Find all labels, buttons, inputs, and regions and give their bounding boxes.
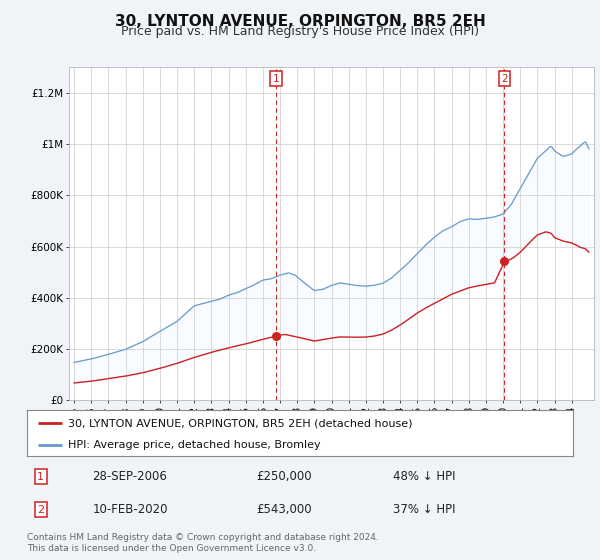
Text: Price paid vs. HM Land Registry's House Price Index (HPI): Price paid vs. HM Land Registry's House … (121, 25, 479, 38)
Text: 1: 1 (272, 74, 279, 84)
Text: 2: 2 (501, 74, 508, 84)
Text: 2: 2 (37, 505, 44, 515)
Text: 30, LYNTON AVENUE, ORPINGTON, BR5 2EH: 30, LYNTON AVENUE, ORPINGTON, BR5 2EH (115, 14, 485, 29)
Text: 1: 1 (37, 472, 44, 482)
Text: HPI: Average price, detached house, Bromley: HPI: Average price, detached house, Brom… (68, 440, 320, 450)
Text: 48% ↓ HPI: 48% ↓ HPI (393, 470, 455, 483)
Text: 30, LYNTON AVENUE, ORPINGTON, BR5 2EH (detached house): 30, LYNTON AVENUE, ORPINGTON, BR5 2EH (d… (68, 418, 412, 428)
Text: 37% ↓ HPI: 37% ↓ HPI (393, 503, 455, 516)
Text: Contains HM Land Registry data © Crown copyright and database right 2024.
This d: Contains HM Land Registry data © Crown c… (27, 533, 379, 553)
Text: £543,000: £543,000 (256, 503, 312, 516)
Text: 10-FEB-2020: 10-FEB-2020 (92, 503, 168, 516)
Text: 28-SEP-2006: 28-SEP-2006 (92, 470, 167, 483)
Text: £250,000: £250,000 (256, 470, 312, 483)
